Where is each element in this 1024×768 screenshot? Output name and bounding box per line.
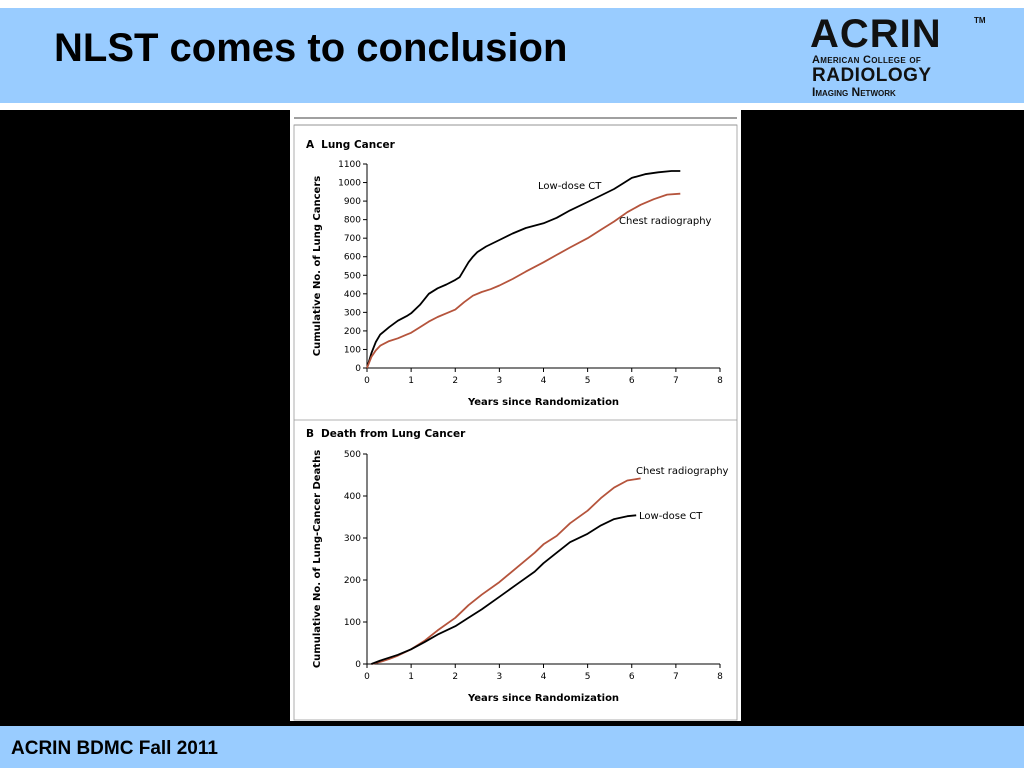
logo-name: ACRIN <box>810 12 942 56</box>
panel-b-x-tick-label: 5 <box>585 672 591 682</box>
panel-a-x-tick-label: 3 <box>497 376 503 386</box>
panel-a-y-tick-label: 100 <box>344 345 361 355</box>
panel-b-y-axis-label: Cumulative No. of Lung-Cancer Deaths <box>312 450 323 668</box>
panel-b-x-axis-label: Years since Randomization <box>467 693 619 704</box>
panel-b-letter: B <box>306 428 314 440</box>
panel-b-x-tick-label: 7 <box>673 672 679 682</box>
panel-a-series-low-dose-ct <box>366 170 681 369</box>
panel-a-x-tick-label: 2 <box>452 376 458 386</box>
logo-line3: Imaging Network <box>812 85 896 99</box>
panel-b-y-tick-label: 400 <box>344 492 361 502</box>
logo-trademark: TM <box>974 16 986 25</box>
slide-title: NLST comes to conclusion <box>54 26 568 70</box>
panel-b-x-tick-label: 4 <box>541 672 547 682</box>
figure-frame <box>293 124 738 721</box>
panel-a-title: A Lung Cancer <box>306 139 396 151</box>
figure-svg: A Lung Cancer0100200300400500600700800900… <box>293 117 738 721</box>
panel-b-y-tick-label: 200 <box>344 576 361 586</box>
panel-a-x-tick-label: 4 <box>541 376 547 386</box>
panel-a-y-tick-label: 200 <box>344 327 361 337</box>
panel-a-y-tick-label: 400 <box>344 290 361 300</box>
panel-b-x-tick-label: 1 <box>408 672 414 682</box>
acrin-logo: ACRIN TM American College of RADIOLOGY I… <box>808 12 998 102</box>
panel-b-x-tick-label: 3 <box>497 672 503 682</box>
panel-a-series-label-low-dose-ct: Low-dose CT <box>538 181 602 192</box>
panel-a-x-tick-label: 5 <box>585 376 591 386</box>
panel-b-series-chest-radiography <box>371 477 641 665</box>
panel-b-x-tick-label: 2 <box>452 672 458 682</box>
panel-b-y-tick-label: 100 <box>344 618 361 628</box>
nlst-figure: A Lung Cancer 0 100 200 300 400 500 600 700 800 900… <box>290 110 741 721</box>
panel-a-x-tick-label: 0 <box>364 376 370 386</box>
panel-a-y-tick-label: 700 <box>344 234 361 244</box>
panel-a-series-label-chest-radiography: Chest radiography <box>619 216 712 227</box>
panel-a-y-tick-label: 1100 <box>338 160 361 170</box>
panel-b-series-label-chest-radiography: Chest radiography <box>636 466 729 477</box>
header-band <box>0 8 1024 103</box>
panel-b-title-text: Death from Lung Cancer <box>321 428 466 440</box>
panel-b-x-tick-label: 8 <box>717 672 723 682</box>
panel-a-x-tick-label: 8 <box>717 376 723 386</box>
panel-b-y-tick-label: 500 <box>344 450 361 460</box>
slide-header: NLST comes to conclusion ACRIN TM Americ… <box>0 0 1024 110</box>
panel-a-y-tick-label: 0 <box>355 364 361 374</box>
panel-a-x-tick-label: 6 <box>629 376 635 386</box>
panel-b-title: B Death from Lung Cancer <box>306 428 466 440</box>
logo-line2: RADIOLOGY <box>812 65 932 86</box>
logo-line1: American College of <box>812 54 922 66</box>
panel-a-y-tick-label: 1000 <box>338 179 361 189</box>
panel-a-y-tick-label: 800 <box>344 216 361 226</box>
panel-a-letter: A <box>306 139 315 151</box>
panel-b-y-tick-label: 0 <box>355 660 361 670</box>
panel-a-series-chest-radiography <box>366 192 681 369</box>
panel-b-series-label-low-dose-ct: Low-dose CT <box>639 511 703 522</box>
panel-a-y-tick-label: 300 <box>344 308 361 318</box>
panel-a-y-tick-label: 600 <box>344 253 361 263</box>
slide-footer: ACRIN BDMC Fall 2011 <box>0 726 1024 768</box>
panel-a-title-text: Lung Cancer <box>321 139 395 151</box>
panel-a-x-tick-label: 7 <box>673 376 679 386</box>
panel-b-x-tick-label: 0 <box>364 672 370 682</box>
panel-a-y-tick-label: 900 <box>344 197 361 207</box>
panel-a-y-tick-label: 500 <box>344 271 361 281</box>
footer-text: ACRIN BDMC Fall 2011 <box>11 738 218 759</box>
panel-b-y-tick-label: 300 <box>344 534 361 544</box>
panel-a-x-tick-label: 1 <box>408 376 414 386</box>
panel-a-x-axis-label: Years since Randomization <box>467 397 619 408</box>
panel-a-y-axis-label: Cumulative No. of Lung Cancers <box>312 176 323 356</box>
panel-b-series-low-dose-ct <box>371 514 637 665</box>
panel-b-x-tick-label: 6 <box>629 672 635 682</box>
